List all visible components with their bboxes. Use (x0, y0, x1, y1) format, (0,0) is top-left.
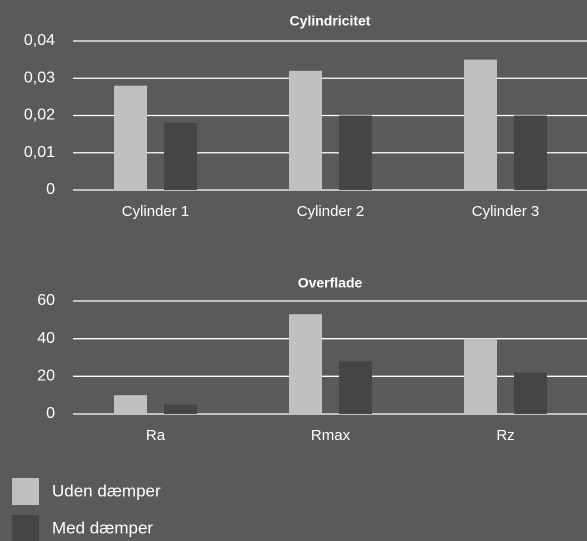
y-tick-label: 40 (37, 330, 55, 347)
bar (464, 59, 497, 190)
legend-label: Med dæmper (52, 518, 153, 537)
y-tick-label: 60 (37, 292, 55, 309)
x-tick-label: Rz (496, 427, 514, 444)
y-tick-label: 0,01 (24, 144, 55, 161)
bar (164, 122, 197, 190)
bar (114, 395, 147, 414)
bar (514, 372, 547, 414)
y-tick-label: 0,02 (24, 107, 55, 124)
y-tick-label: 0,04 (24, 32, 55, 49)
y-tick-label: 0 (46, 181, 55, 198)
y-tick-label: 0 (46, 405, 55, 422)
x-tick-label: Cylinder 2 (297, 203, 365, 220)
bar (514, 115, 547, 190)
bar (289, 314, 322, 414)
legend-label: Uden dæmper (52, 481, 161, 500)
x-tick-label: Ra (146, 427, 166, 444)
x-tick-label: Cylinder 3 (472, 203, 540, 220)
y-tick-label: 20 (37, 368, 55, 385)
chart-title: Overflade (298, 275, 363, 291)
bar (114, 85, 147, 190)
bar (164, 404, 197, 414)
x-tick-label: Rmax (311, 427, 351, 444)
bar (339, 361, 372, 414)
chart-title: Cylindricitet (290, 13, 371, 29)
legend-swatch (12, 478, 39, 505)
x-tick-label: Cylinder 1 (122, 203, 190, 220)
bar (464, 338, 497, 414)
legend-swatch (12, 515, 39, 541)
y-tick-label: 0,03 (24, 69, 55, 86)
bar (339, 115, 372, 190)
bar (289, 70, 322, 190)
